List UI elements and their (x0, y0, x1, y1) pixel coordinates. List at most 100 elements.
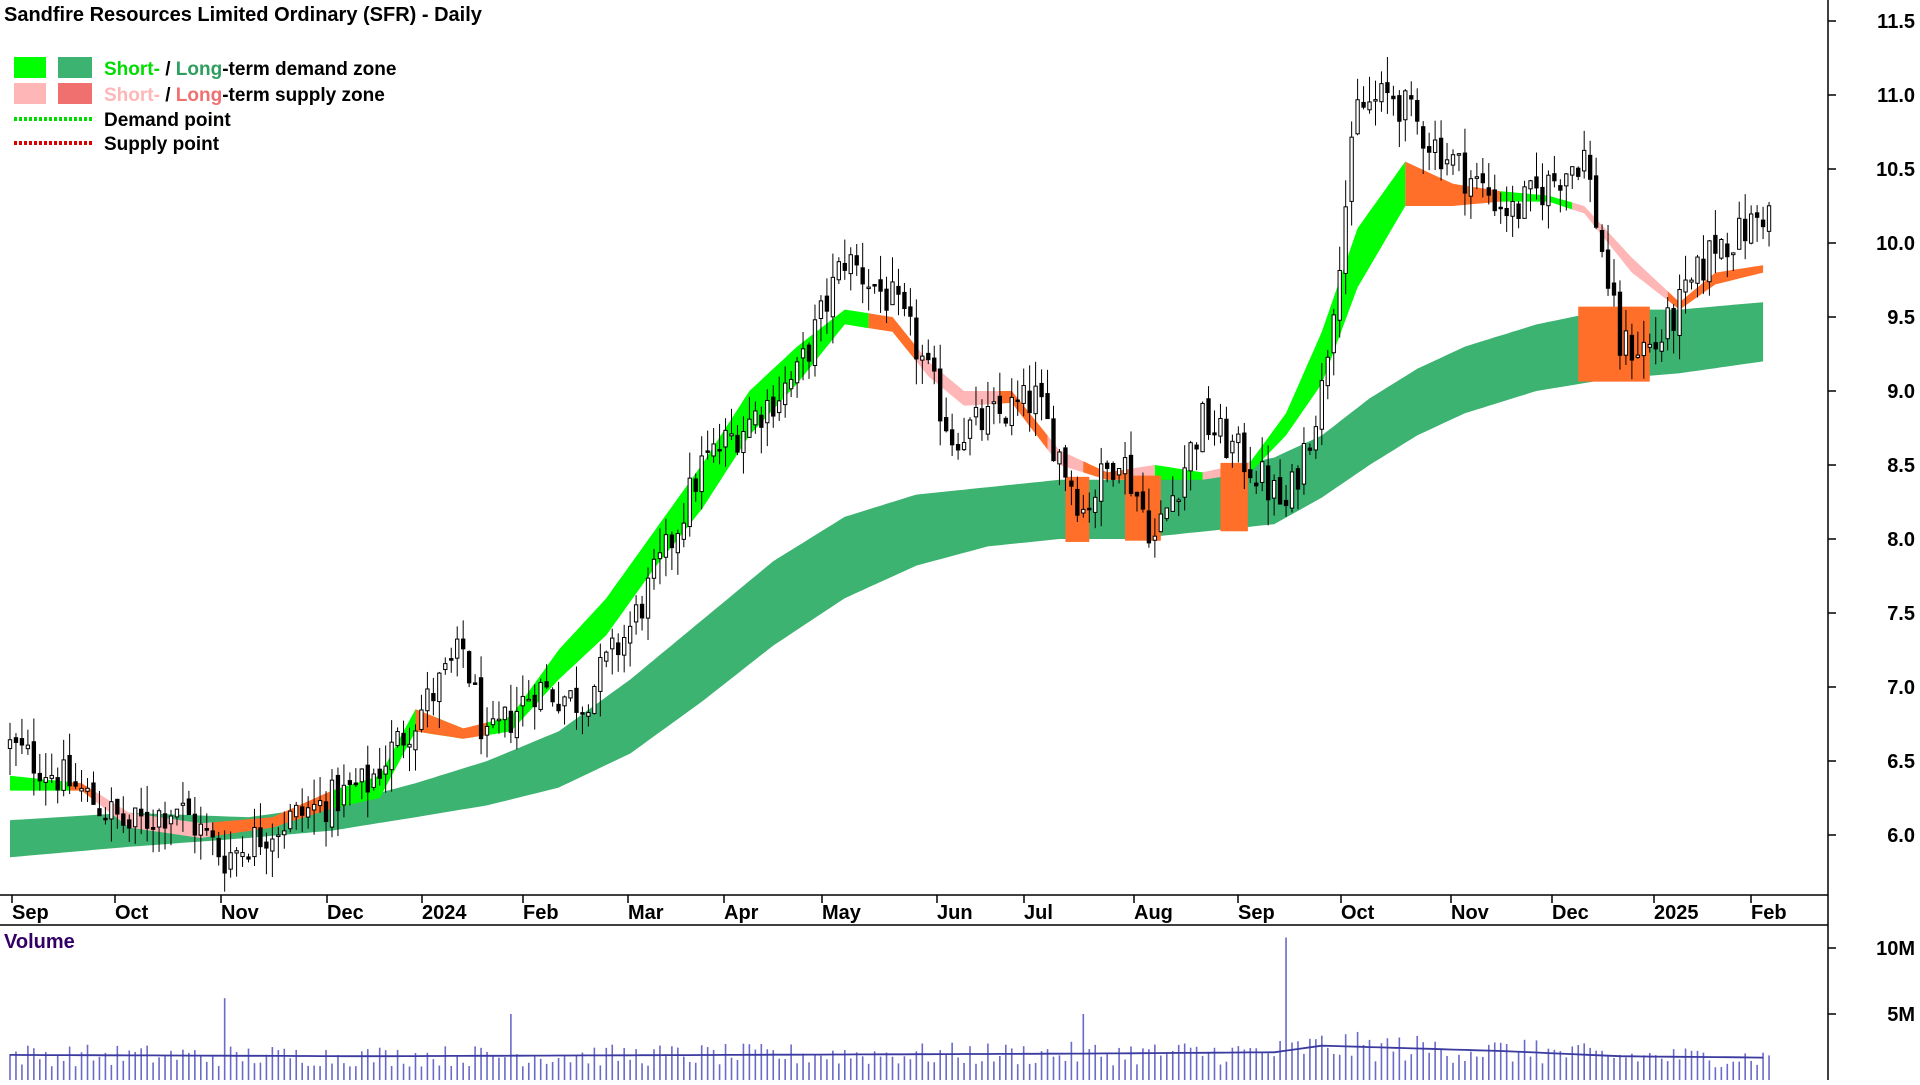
candle-body (520, 695, 525, 707)
candle-body (1075, 488, 1080, 516)
candle-body (156, 810, 162, 828)
candle-body (1593, 175, 1599, 228)
time-axis-label: Sep (1238, 902, 1275, 924)
short-term-zone-segment (487, 309, 869, 736)
candle-body (419, 709, 424, 730)
candle-body (234, 850, 239, 854)
candle-body (496, 718, 502, 722)
candle-body (1349, 136, 1354, 202)
candle-body (622, 636, 627, 656)
candle-body (1033, 385, 1038, 415)
candle-body (938, 368, 943, 422)
candle-body (377, 768, 382, 779)
candle-body (19, 738, 25, 746)
candle-body (580, 712, 585, 715)
candle-body (1367, 101, 1372, 111)
candle-body (335, 774, 341, 812)
candle-body (985, 406, 991, 435)
candle-body (1343, 206, 1348, 274)
candle-body (1564, 173, 1569, 187)
candle-body (550, 689, 555, 703)
time-axis-label: Mar (628, 902, 664, 924)
price-axis-label: 8.0 (1887, 529, 1915, 551)
legend-swatch-short-supply (14, 83, 46, 104)
candle-body (1009, 396, 1014, 427)
candle-body (735, 434, 740, 453)
candle-body (1283, 499, 1289, 507)
candle-body (878, 279, 883, 292)
candle-body (115, 798, 120, 815)
candle-body (13, 737, 19, 743)
candle-body (91, 782, 96, 805)
candle-body (1659, 341, 1664, 352)
long-term-supply-overlap-block (1220, 462, 1248, 532)
candle-body (1236, 433, 1241, 444)
candle-body (651, 558, 657, 579)
candle-body (1486, 187, 1491, 196)
candle-body (997, 395, 1003, 414)
candle-body (1653, 342, 1658, 350)
candle-body (1683, 279, 1688, 293)
candle-body (1337, 269, 1342, 321)
candle-body (502, 706, 508, 721)
candle-body (1182, 467, 1187, 498)
candle-body (1319, 380, 1324, 430)
candle-body (812, 319, 818, 367)
candle-body (478, 677, 484, 740)
candle-body (1611, 282, 1617, 296)
candle-body (1212, 432, 1217, 436)
candle-layer (7, 56, 1772, 892)
short-term-zone-segment (1405, 161, 1501, 206)
candle-body (860, 267, 865, 285)
candle-body (103, 817, 108, 821)
candle-body (407, 743, 412, 748)
candle-body (133, 807, 138, 828)
candle-body (1438, 137, 1444, 170)
time-axis-label: Dec (327, 902, 364, 924)
short-term-zone-segment (1250, 161, 1406, 473)
candle-body (1134, 491, 1140, 497)
candle-body (37, 772, 42, 782)
candle-body (1230, 440, 1235, 454)
candle-body (1647, 343, 1652, 348)
legend-demand-suffix: -term demand zone (222, 59, 396, 80)
candle-body (85, 787, 90, 792)
short-term-zone-segment (212, 790, 332, 837)
candle-body (300, 806, 305, 816)
candle-body (49, 774, 54, 779)
candle-body (425, 688, 430, 712)
candle-body (1576, 167, 1581, 177)
candle-body (1265, 465, 1271, 501)
candle-body (729, 433, 734, 437)
candle-body (1737, 217, 1742, 250)
candle-body (1051, 418, 1056, 462)
candle-body (162, 813, 168, 829)
candle-body (139, 808, 144, 817)
candle-body (836, 261, 842, 281)
candle-body (431, 693, 436, 702)
candle-body (717, 448, 722, 452)
candle-body (1671, 307, 1676, 331)
candle-body (1492, 189, 1497, 212)
candle-body (741, 431, 746, 454)
candle-body (317, 800, 323, 807)
legend: Short- / Long-term demand zone Short- / … (14, 57, 396, 155)
time-axis-label: Sep (12, 902, 49, 924)
candle-body (61, 759, 66, 791)
candle-body (657, 552, 663, 560)
candle-body (443, 663, 448, 671)
candle-body (538, 682, 543, 710)
candle-body (276, 834, 281, 838)
candle-body (192, 813, 198, 836)
candle-body (1063, 447, 1068, 478)
candle-body (920, 355, 925, 361)
candle-body (228, 852, 233, 870)
price-axis-label: 9.5 (1887, 307, 1915, 329)
candle-body (455, 638, 460, 659)
candle-body (693, 478, 698, 492)
candle-body (1605, 249, 1611, 289)
legend-demand-point-label: Demand point (104, 110, 231, 131)
candle-body (824, 295, 830, 312)
candle-body (1057, 451, 1062, 465)
